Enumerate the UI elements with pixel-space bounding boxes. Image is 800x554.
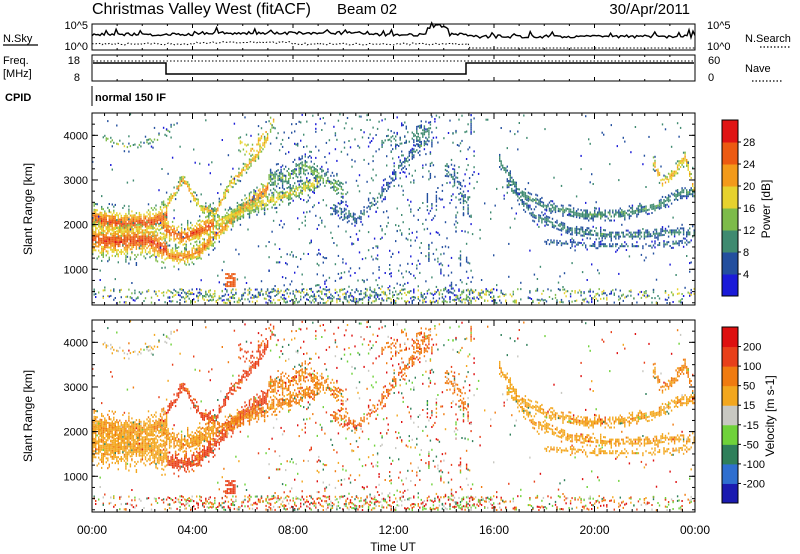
nsky-panel: N.Sky 10^5 10^0 10^5 10^0 N.Search <box>3 20 791 53</box>
nave-tick-bottom: 0 <box>708 72 714 84</box>
nsky-tick-top: 10^5 <box>64 20 88 32</box>
x-tick-label: 20:00 <box>579 523 609 537</box>
colorbar-tick-label: 8 <box>743 247 749 259</box>
plot-title: Christmas Valley West (fitACF) <box>92 1 311 18</box>
colorbar-tick-label: 24 <box>743 159 755 171</box>
colorbar-swatch <box>722 444 738 465</box>
nsearch-tick-top: 10^5 <box>707 20 731 32</box>
colorbar-swatch <box>722 230 738 253</box>
y-tick-label: 2000 <box>64 220 88 232</box>
colorbar-tick-label: -50 <box>743 439 759 451</box>
colorbar-swatch <box>722 463 738 484</box>
nsky-label: N.Sky <box>3 33 33 45</box>
colorbar-tick-label: 4 <box>743 269 749 281</box>
nsky-series-line <box>91 21 696 41</box>
freq-series-line <box>93 62 694 75</box>
velocity-colorbar-label: Velocity [m s-1] <box>763 375 777 456</box>
colorbar-swatch <box>722 274 738 297</box>
y-tick-label: 2000 <box>64 427 88 439</box>
colorbar-swatch <box>722 252 738 275</box>
colorbar-swatch <box>722 346 738 367</box>
y-tick-label: 4000 <box>64 130 88 142</box>
colorbar-tick-label: -100 <box>743 459 765 471</box>
freq-panel: Freq. [MHz] 18 8 60 0 Nave <box>3 54 782 84</box>
colorbar-tick-label: 100 <box>743 361 761 373</box>
x-axis-label: Time UT <box>370 540 416 554</box>
freq-tick-bottom: 8 <box>74 72 80 84</box>
nsky-tick-bottom: 10^0 <box>64 41 88 53</box>
x-tick-label: 16:00 <box>479 523 509 537</box>
nsearch-tick-bottom: 10^0 <box>707 41 731 53</box>
colorbar-swatch <box>722 385 738 406</box>
y-tick-label: 1000 <box>64 264 88 276</box>
nsearch-series-line <box>91 40 695 49</box>
x-tick-label: 04:00 <box>177 523 207 537</box>
y-tick-label: 3000 <box>64 382 88 394</box>
colorbar-tick-label: 200 <box>743 342 761 354</box>
colorbar-swatch <box>722 164 738 187</box>
colorbar-tick-label: 16 <box>743 203 755 215</box>
colorbar-swatch <box>722 120 738 143</box>
colorbar-tick-label: -15 <box>743 420 759 432</box>
colorbar-swatch <box>722 208 738 231</box>
colorbar-tick-label: -200 <box>743 478 765 490</box>
colorbar-tick-label: 12 <box>743 225 755 237</box>
colorbar-tick-label: 50 <box>743 381 755 393</box>
power-heatmap-cells <box>92 113 695 305</box>
freq-tick-top: 18 <box>68 55 80 67</box>
colorbar-swatch <box>722 483 738 504</box>
y-tick-label: 4000 <box>64 337 88 349</box>
power-y-axis-label: Slant Range [km] <box>21 163 35 255</box>
colorbar-swatch <box>722 327 738 348</box>
freq-label: Freq. <box>3 55 29 67</box>
x-tick-label: 08:00 <box>278 523 308 537</box>
x-tick-label: 00:00 <box>680 523 710 537</box>
colorbar-swatch <box>722 142 738 165</box>
velocity-y-axis-label: Slant Range [km] <box>21 370 35 462</box>
y-tick-label: 1000 <box>64 471 88 483</box>
power-colorbar-label: Power [dB] <box>759 180 773 239</box>
colorbar-tick-label: 15 <box>743 400 755 412</box>
beam-label: Beam 02 <box>337 1 397 18</box>
cpid-label: CPID <box>5 92 31 104</box>
colorbar-swatch <box>722 186 738 209</box>
x-tick-label: 12:00 <box>378 523 408 537</box>
colorbar-swatch <box>722 405 738 426</box>
cpid-value: normal 150 IF <box>95 92 166 104</box>
velocity-heatmap-cells <box>92 320 695 512</box>
nsearch-label: N.Search <box>745 33 791 45</box>
x-tick-label: 00:00 <box>77 523 107 537</box>
nave-tick-top: 60 <box>708 55 720 67</box>
freq-unit-label: [MHz] <box>3 68 32 80</box>
date-label: 30/Apr/2011 <box>609 1 690 18</box>
colorbar-tick-label: 28 <box>743 137 755 149</box>
y-tick-label: 3000 <box>64 175 88 187</box>
colorbar-swatch <box>722 424 738 445</box>
cpid-panel: CPID normal 150 IF <box>5 86 166 106</box>
colorbar-tick-label: 20 <box>743 181 755 193</box>
colorbar-swatch <box>722 366 738 387</box>
nave-label: Nave <box>745 63 771 75</box>
power-panel: 1000 2000 3000 4000 Slant Range [km] 4 8 12 16… <box>21 112 773 306</box>
